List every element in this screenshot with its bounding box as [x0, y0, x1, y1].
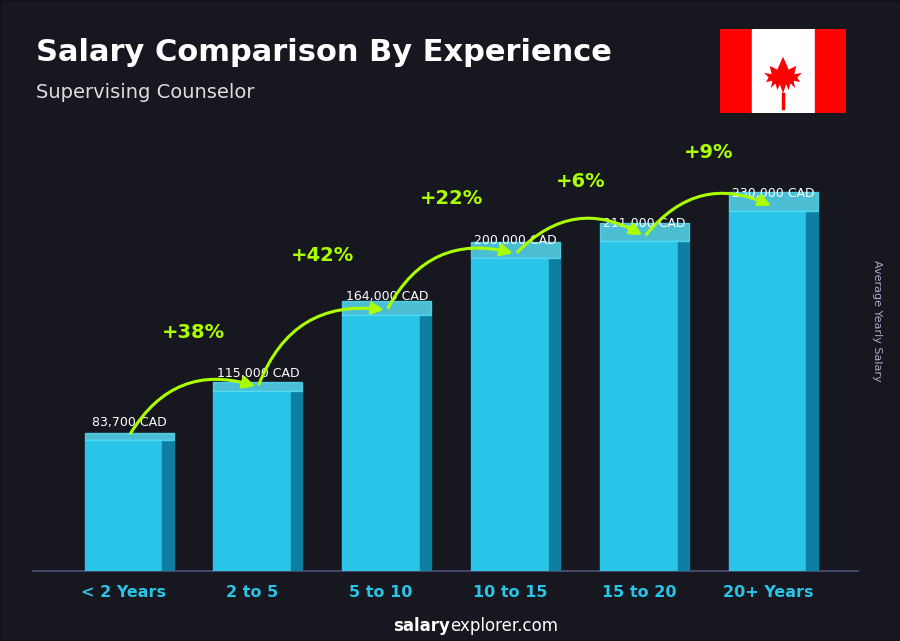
Polygon shape	[85, 433, 174, 440]
Polygon shape	[806, 212, 818, 572]
Text: 115,000 CAD: 115,000 CAD	[217, 367, 300, 380]
Bar	[85, 440, 162, 572]
Polygon shape	[342, 301, 431, 315]
Polygon shape	[549, 258, 560, 572]
Polygon shape	[472, 242, 560, 258]
Text: Supervising Counselor: Supervising Counselor	[36, 83, 255, 103]
Bar	[729, 212, 806, 572]
Polygon shape	[213, 382, 302, 392]
Text: salary: salary	[393, 617, 450, 635]
Bar	[600, 241, 678, 572]
Bar	[752, 28, 814, 113]
Bar	[342, 315, 419, 572]
Polygon shape	[419, 315, 431, 572]
Text: 83,700 CAD: 83,700 CAD	[92, 416, 166, 429]
Polygon shape	[729, 192, 818, 212]
Text: 230,000 CAD: 230,000 CAD	[733, 187, 814, 200]
Polygon shape	[600, 223, 689, 241]
Text: Salary Comparison By Experience: Salary Comparison By Experience	[36, 38, 612, 67]
Polygon shape	[162, 440, 174, 572]
Text: 164,000 CAD: 164,000 CAD	[346, 290, 428, 303]
Text: 200,000 CAD: 200,000 CAD	[474, 234, 557, 247]
Text: +38%: +38%	[162, 322, 225, 342]
Text: 211,000 CAD: 211,000 CAD	[603, 217, 686, 230]
Bar	[213, 392, 291, 572]
Text: +9%: +9%	[684, 142, 734, 162]
PathPatch shape	[764, 56, 802, 94]
Bar	[472, 258, 549, 572]
Polygon shape	[678, 241, 689, 572]
Bar	[720, 28, 751, 113]
Text: +6%: +6%	[555, 172, 605, 191]
Text: +22%: +22%	[419, 190, 483, 208]
Text: Average Yearly Salary: Average Yearly Salary	[872, 260, 883, 381]
Bar	[814, 28, 846, 113]
Polygon shape	[291, 392, 302, 572]
Text: +42%: +42%	[291, 246, 354, 265]
Text: explorer.com: explorer.com	[450, 617, 558, 635]
